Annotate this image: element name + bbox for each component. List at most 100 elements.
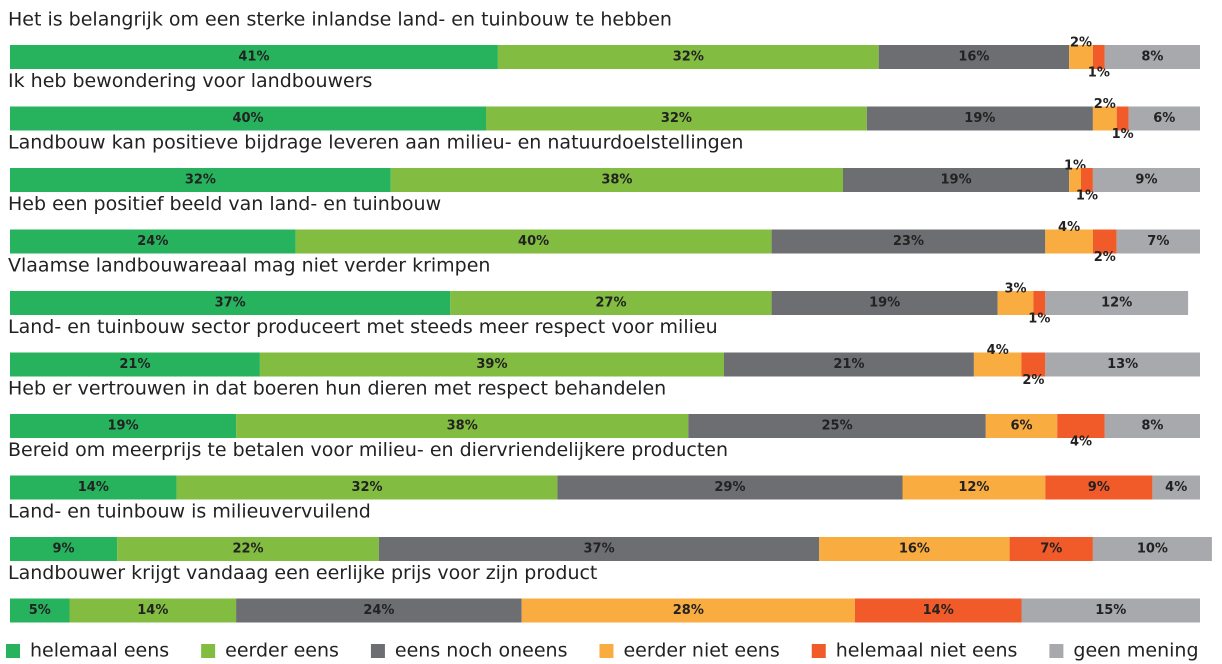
legend-swatch <box>599 644 614 658</box>
bar-segment <box>1057 414 1105 438</box>
value-label: 2% <box>1094 97 1116 112</box>
bar-segment <box>985 414 1058 438</box>
bar-segment <box>1045 352 1200 377</box>
value-label: 6% <box>1010 419 1032 434</box>
bar-segment <box>176 475 558 500</box>
bar-segment <box>295 229 772 254</box>
value-label: 38% <box>447 419 478 434</box>
value-label: 16% <box>958 50 989 65</box>
value-label: 32% <box>185 173 216 188</box>
value-label: 1% <box>1064 159 1086 174</box>
category-label: Bereid om meerprijs te betalen voor mili… <box>8 439 728 461</box>
value-label: 7% <box>1040 542 1062 557</box>
bar-segment <box>1104 45 1200 69</box>
value-label: 37% <box>583 542 614 557</box>
value-label: 41% <box>238 50 269 65</box>
bar-segment <box>236 598 522 623</box>
bar-segment <box>259 352 724 377</box>
legend-label: eerder eens <box>225 640 339 662</box>
value-label: 1% <box>1112 127 1134 142</box>
bar-segment <box>521 598 855 623</box>
bar-segment <box>1045 291 1189 315</box>
value-label: 5% <box>29 603 51 618</box>
value-label: 25% <box>821 419 852 434</box>
value-label: 19% <box>869 296 900 311</box>
category-label: Het is belangrijk om een sterke inlandse… <box>8 9 672 31</box>
category-label: Heb er vertrouwen in dat boeren hun dier… <box>8 378 666 400</box>
value-label: 21% <box>833 357 864 372</box>
legend-swatch <box>201 644 216 658</box>
bar-segment <box>1009 537 1093 561</box>
bar-segment <box>1152 475 1200 500</box>
value-label: 28% <box>673 603 704 618</box>
bar-segment <box>1045 229 1093 254</box>
value-label: 1% <box>1028 312 1050 327</box>
legend-swatch <box>6 644 20 658</box>
bar-segment <box>1092 106 1117 131</box>
bar-segment <box>973 352 1022 377</box>
bar-segment <box>997 291 1034 315</box>
legend-label: geen mening <box>1073 640 1198 662</box>
category-label: Land- en tuinbouw sector produceert met … <box>8 316 718 338</box>
value-label: 23% <box>893 234 924 249</box>
value-label: 21% <box>119 357 150 372</box>
bar-segment <box>117 537 379 561</box>
value-label: 12% <box>958 480 989 495</box>
bar-segment <box>1092 168 1200 192</box>
bar-segment <box>497 45 879 69</box>
category-label: Land- en tuinbouw is milieuvervuilend <box>8 501 371 523</box>
value-label: 9% <box>1135 173 1157 188</box>
value-label: 16% <box>899 542 930 557</box>
bar-segment <box>1069 168 1081 192</box>
bar-segment <box>1092 537 1212 561</box>
category-label: Landbouwer krijgt vandaag een eerlijke p… <box>8 562 597 584</box>
legend-label: helemaal eens <box>30 640 169 662</box>
value-label: 1% <box>1088 66 1110 81</box>
category-label: Vlaamse landbouwareaal mag niet verder k… <box>8 255 490 277</box>
bar-segment <box>10 414 237 438</box>
value-label: 4% <box>987 343 1009 358</box>
bar-segment <box>10 106 486 131</box>
bar-segment <box>1092 229 1117 254</box>
value-label: 3% <box>1005 282 1027 297</box>
bar-segment <box>378 537 820 561</box>
legend-swatch <box>1049 644 1064 658</box>
value-label: 15% <box>1095 603 1126 618</box>
bar-segment <box>557 475 903 500</box>
value-label: 2% <box>1094 250 1116 265</box>
legend-label: eens noch oneens <box>395 640 568 662</box>
value-label: 6% <box>1153 111 1175 126</box>
bar-segment <box>10 537 118 561</box>
bar-segment <box>1092 45 1105 69</box>
bar-segment <box>10 45 498 69</box>
value-label: 14% <box>923 603 954 618</box>
value-label: 14% <box>78 480 109 495</box>
bar-segment <box>1069 45 1093 69</box>
value-label: 40% <box>232 111 263 126</box>
value-label: 9% <box>1088 480 1110 495</box>
value-label: 39% <box>476 357 507 372</box>
value-label: 8% <box>1141 419 1163 434</box>
bar-segment <box>1128 106 1200 131</box>
bar-segment <box>1116 229 1200 254</box>
bar-segment <box>724 352 974 377</box>
value-label: 32% <box>351 480 382 495</box>
value-label: 4% <box>1058 220 1080 235</box>
value-label: 19% <box>107 419 138 434</box>
bar-segment <box>486 106 867 131</box>
value-label: 38% <box>601 173 632 188</box>
value-label: 40% <box>518 234 549 249</box>
bar-segment <box>866 106 1093 131</box>
value-label: 22% <box>232 542 263 557</box>
bar-segment <box>450 291 772 315</box>
bar-segment <box>854 598 1022 623</box>
value-label: 32% <box>661 111 692 126</box>
value-label: 2% <box>1070 36 1092 51</box>
bar-segment <box>69 598 237 623</box>
value-label: 4% <box>1165 480 1187 495</box>
bar-segment <box>10 291 451 315</box>
legend-swatch <box>370 644 385 658</box>
bar-segment <box>771 291 998 315</box>
category-label: Ik heb bewondering voor landbouwers <box>8 70 372 92</box>
